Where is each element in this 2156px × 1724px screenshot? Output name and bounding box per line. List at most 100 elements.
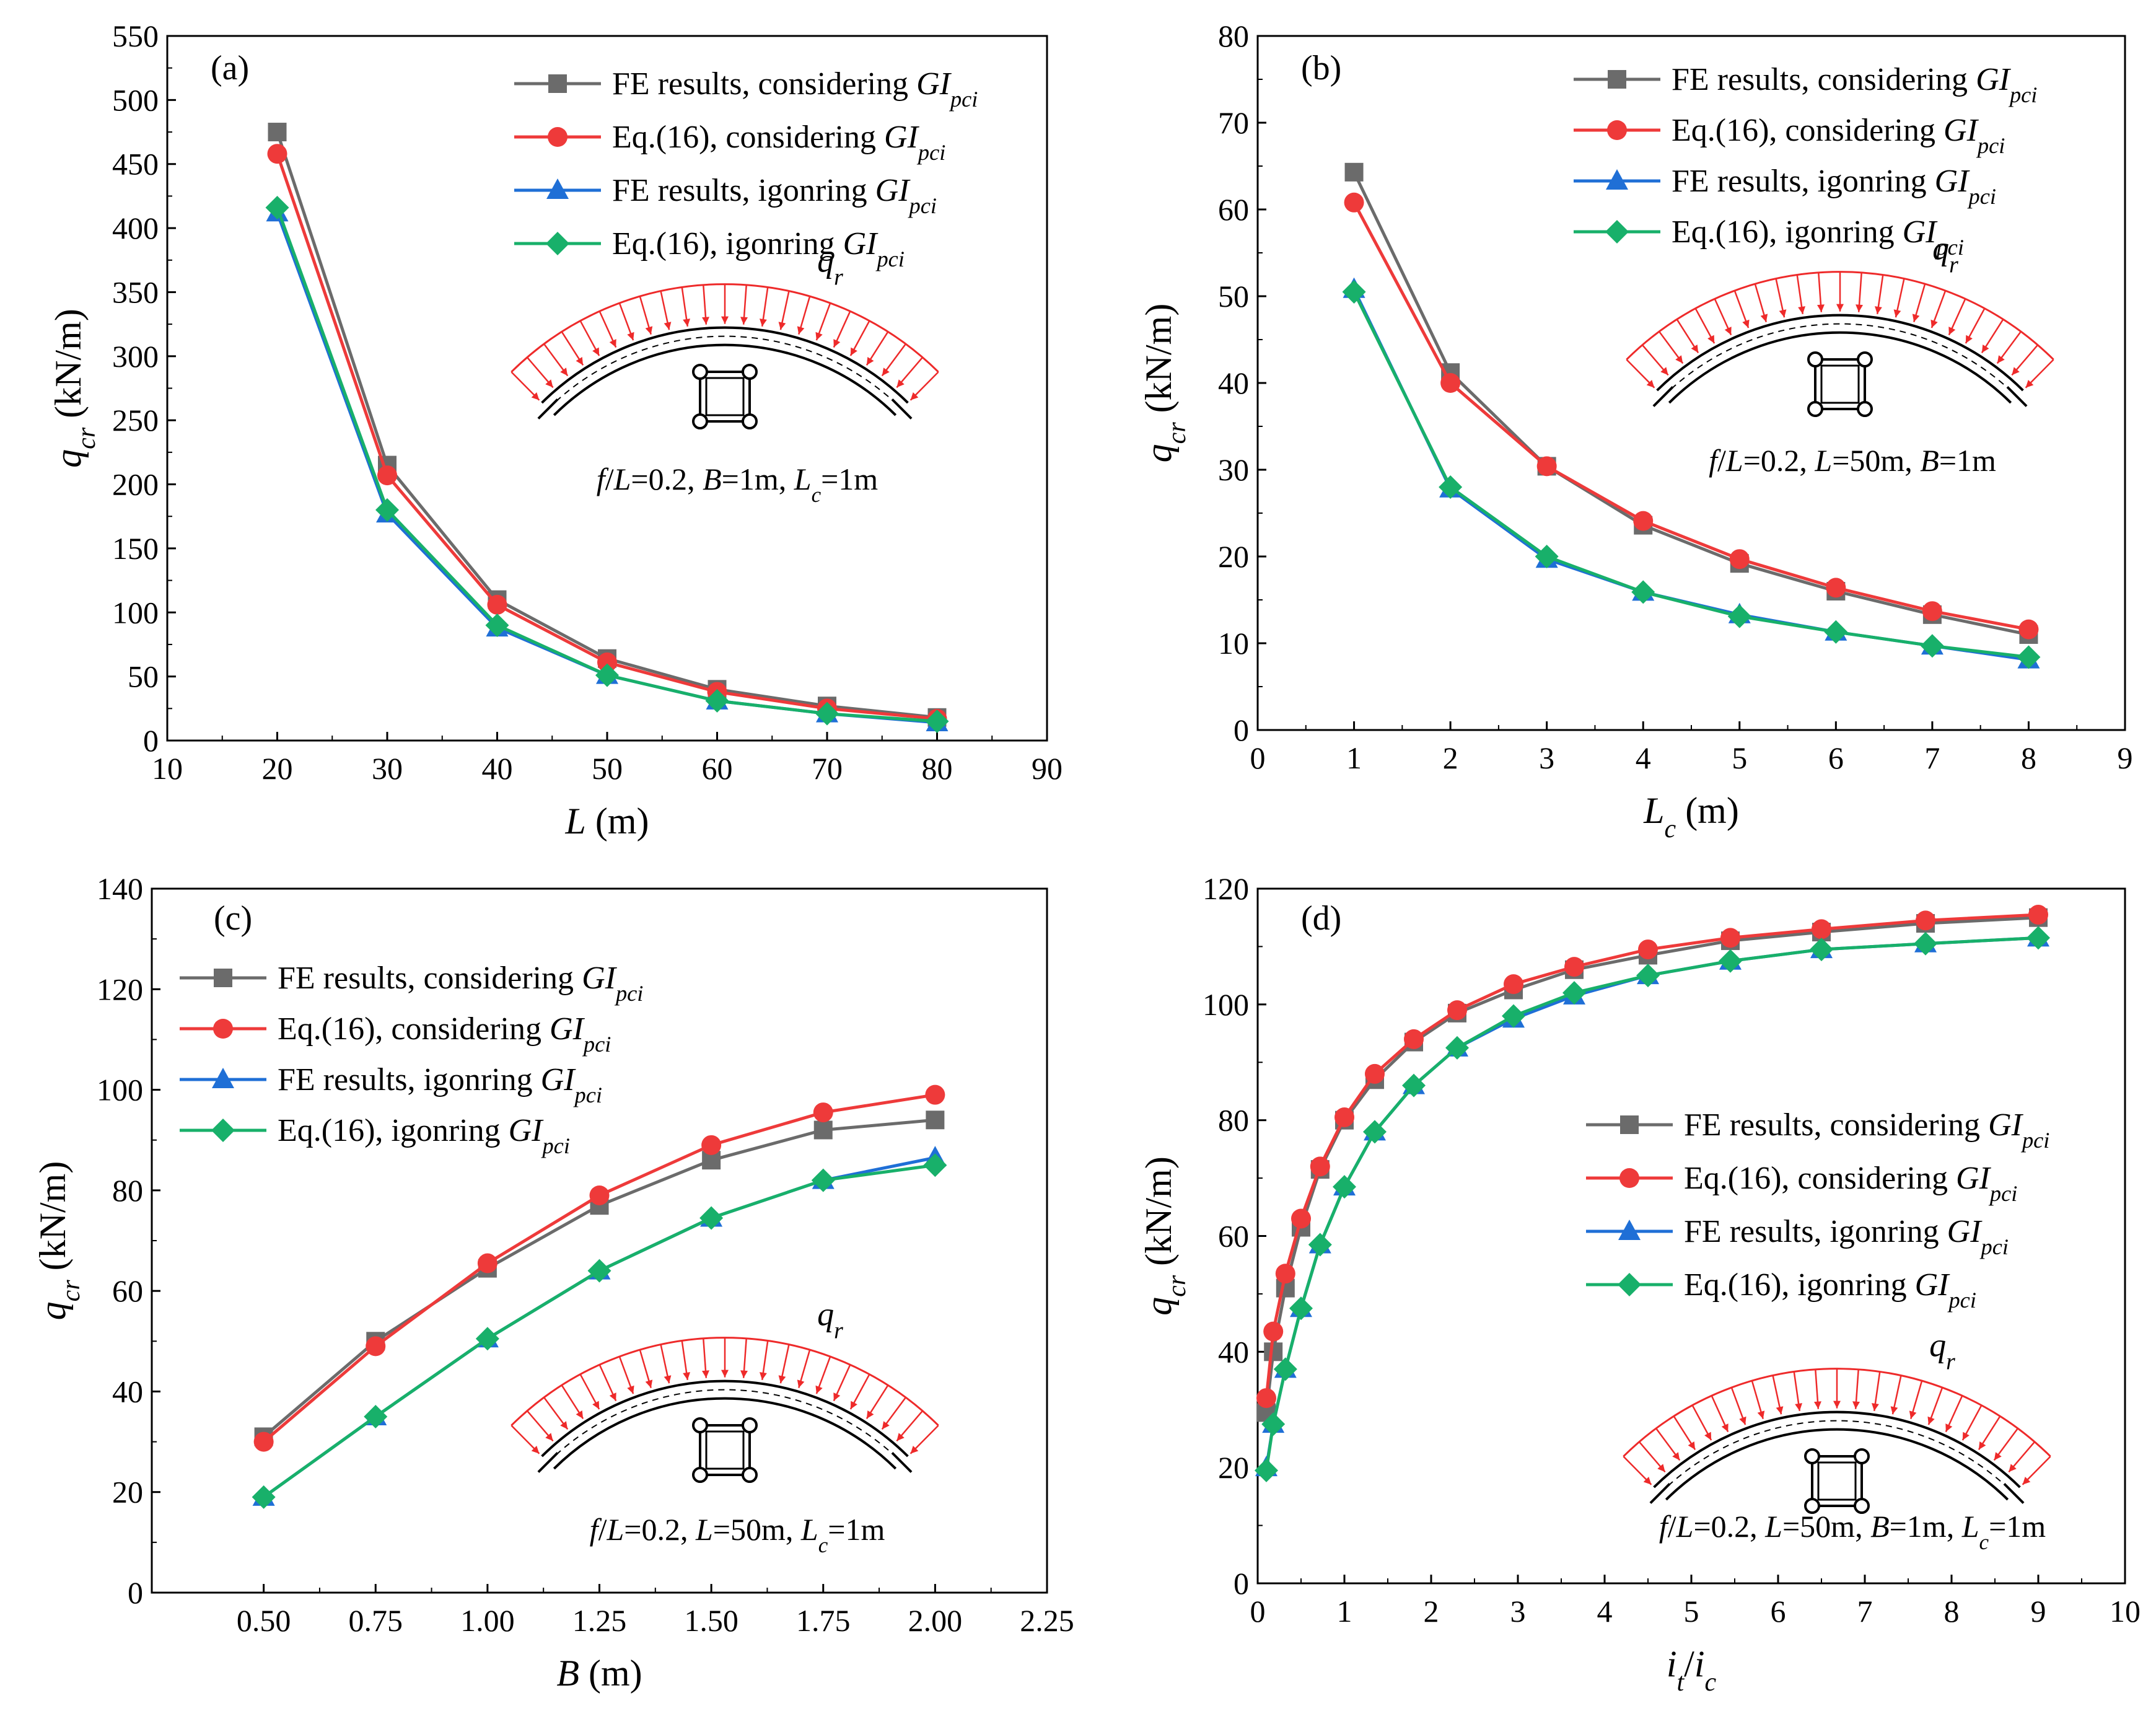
y-tick-label: 550 bbox=[112, 19, 159, 53]
x-tick-label: 60 bbox=[702, 751, 733, 786]
x-tick-label: 1.00 bbox=[460, 1603, 515, 1638]
data-point bbox=[1402, 1073, 1426, 1097]
legend: FE results, considering GIpci Eq.(16), co… bbox=[1574, 62, 2037, 260]
y-tick-label: 20 bbox=[1218, 1450, 1249, 1485]
load-arrowhead bbox=[627, 1385, 634, 1394]
fixed-support bbox=[2003, 1482, 2025, 1504]
data-point bbox=[1308, 1233, 1332, 1257]
x-tick-label: 9 bbox=[2118, 741, 2133, 775]
load-arrowhead bbox=[2012, 367, 2020, 376]
load-arrowhead bbox=[1874, 306, 1882, 314]
data-point bbox=[595, 663, 619, 687]
load-arrowhead bbox=[882, 367, 890, 376]
x-tick-label: 2.00 bbox=[908, 1603, 963, 1638]
load-arrowhead bbox=[1981, 344, 1989, 353]
data-point bbox=[1826, 578, 1846, 598]
data-point bbox=[1916, 910, 1935, 931]
x-tick-label: 6 bbox=[1771, 1594, 1786, 1629]
y-tick-label: 20 bbox=[1218, 539, 1249, 574]
data-point bbox=[813, 1120, 833, 1140]
legend-marker bbox=[214, 969, 232, 987]
data-point bbox=[1502, 1004, 1525, 1028]
data-point bbox=[1720, 928, 1740, 948]
cross-section-inner bbox=[1820, 364, 1860, 404]
load-arrowhead bbox=[910, 392, 919, 400]
series-1 bbox=[1344, 192, 2039, 640]
data-point bbox=[1273, 1357, 1297, 1381]
y-tick-label: 40 bbox=[1218, 366, 1249, 400]
data-point bbox=[253, 1432, 274, 1452]
load-arrowhead bbox=[797, 326, 805, 335]
legend-marker bbox=[1619, 1168, 1639, 1188]
x-tick-label: 1 bbox=[1346, 741, 1362, 775]
panel-label: (c) bbox=[214, 899, 252, 938]
arch-schematic: qr bbox=[1626, 230, 2054, 417]
data-point bbox=[1440, 373, 1461, 393]
y-tick-label: 40 bbox=[112, 1374, 143, 1409]
load-arrowhead bbox=[1813, 1401, 1821, 1409]
load-arrowhead bbox=[896, 1433, 905, 1441]
x-tick-label: 70 bbox=[812, 751, 843, 786]
load-arrowhead bbox=[721, 1370, 729, 1378]
cross-section-box bbox=[1811, 1455, 1863, 1507]
x-tick-label: 2.25 bbox=[1020, 1603, 1074, 1638]
load-arrowhead bbox=[1856, 304, 1864, 312]
legend-entry: FE results, considering GIpci bbox=[278, 961, 643, 1006]
load-arrowhead bbox=[833, 339, 841, 348]
legend-marker bbox=[1618, 1220, 1641, 1240]
x-tick-label: 10 bbox=[2110, 1594, 2141, 1629]
data-point bbox=[587, 1259, 611, 1283]
load-label-qr: qr bbox=[817, 1296, 843, 1344]
y-tick-label: 500 bbox=[112, 82, 159, 117]
load-arrowhead bbox=[1962, 1432, 1970, 1440]
y-tick-label: 60 bbox=[112, 1273, 143, 1308]
chord-tube-circle bbox=[1854, 1448, 1870, 1464]
data-point bbox=[1810, 938, 1833, 962]
load-arrowhead bbox=[882, 1421, 890, 1430]
y-tick-label: 0 bbox=[1234, 713, 1249, 747]
load-arrowhead bbox=[2009, 1464, 2017, 1472]
x-tick-label: 20 bbox=[262, 751, 293, 786]
y-axis-label: qcr (kN/m) bbox=[1138, 1156, 1191, 1316]
load-arrowhead bbox=[545, 379, 553, 388]
load-arrowhead bbox=[683, 319, 691, 327]
y-tick-label: 80 bbox=[1218, 19, 1249, 53]
load-arrowhead bbox=[1760, 314, 1768, 322]
load-arrowhead bbox=[592, 347, 600, 356]
data-point bbox=[1289, 1296, 1313, 1321]
y-tick-label: 20 bbox=[112, 1475, 143, 1510]
parameter-caption: f/L=0.2, L=50m, B=1m bbox=[1709, 443, 1996, 478]
x-tick-label: 1.50 bbox=[684, 1603, 738, 1638]
load-arrowhead bbox=[850, 347, 857, 356]
load-arrowhead bbox=[778, 1375, 786, 1384]
data-point bbox=[487, 594, 507, 615]
chart-panel-c: 0.50 0.75 1.00 1.25 1.50 1.75 2.00 2.25 0 20 40 60 8… bbox=[32, 871, 1074, 1694]
data-point bbox=[1914, 931, 1937, 956]
series-line bbox=[1352, 291, 2029, 659]
x-axis-label: Lc (m) bbox=[1643, 790, 1739, 843]
x-tick-label: 8 bbox=[1944, 1594, 1960, 1629]
chord-tube-circle bbox=[1807, 351, 1823, 367]
data-point bbox=[2028, 905, 2048, 925]
load-arrowhead bbox=[1795, 1403, 1803, 1411]
fixed-support bbox=[891, 398, 913, 420]
x-tick-label: 5 bbox=[1684, 1594, 1699, 1629]
load-arrowhead bbox=[701, 1370, 709, 1378]
legend-marker bbox=[1620, 1115, 1639, 1134]
fixed-support bbox=[1652, 385, 1674, 407]
legend-entry: FE results, considering GIpci bbox=[612, 66, 978, 112]
y-axis-label: qcr (kN/m) bbox=[1138, 304, 1191, 463]
y-tick-label: 450 bbox=[112, 147, 159, 182]
x-tick-label: 40 bbox=[482, 751, 513, 786]
data-point bbox=[1536, 456, 1557, 477]
arch-outer-chord bbox=[1653, 1410, 2021, 1489]
load-arrowhead bbox=[1721, 1423, 1729, 1432]
load-arrowhead bbox=[2022, 1476, 2031, 1485]
data-point bbox=[1334, 1107, 1354, 1127]
cross-section-inner bbox=[1817, 1461, 1857, 1501]
legend-marker bbox=[1606, 169, 1628, 190]
data-point bbox=[701, 1135, 722, 1155]
load-label-qr: qr bbox=[1932, 230, 1958, 278]
series-line bbox=[1352, 201, 2029, 631]
load-label-qr: qr bbox=[817, 242, 843, 291]
